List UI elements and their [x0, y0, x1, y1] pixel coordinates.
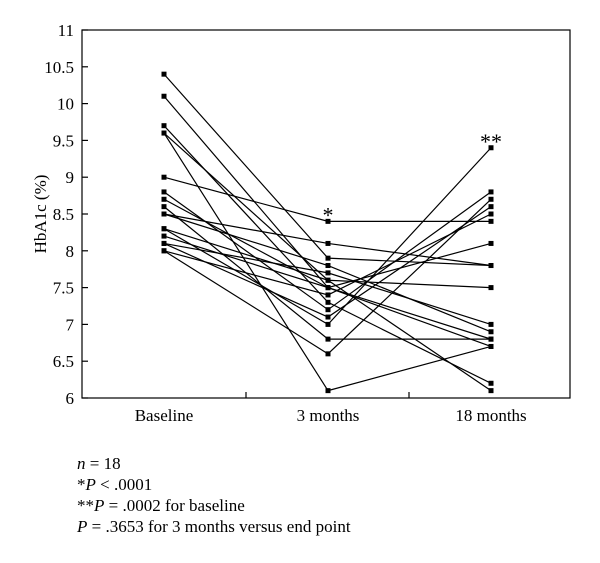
y-tick-label: 6 — [66, 389, 75, 408]
data-point — [325, 277, 331, 283]
series-18 — [161, 211, 494, 298]
series-layer — [161, 71, 494, 394]
x-category-label: 18 months — [455, 406, 526, 425]
data-point — [161, 130, 167, 136]
data-point — [325, 270, 331, 276]
data-point — [161, 93, 167, 99]
data-point — [488, 388, 494, 394]
data-point — [325, 388, 331, 394]
data-point — [325, 240, 331, 246]
series-line — [163, 125, 492, 384]
y-axis-title: HbA1c (%) — [31, 175, 50, 254]
p2-value: = .0002 for baseline — [104, 496, 245, 515]
footnote-p2: **P = .0002 for baseline — [77, 495, 351, 516]
data-point — [161, 211, 167, 217]
n-value: = 18 — [85, 454, 121, 473]
series-3 — [161, 123, 494, 386]
data-point — [325, 321, 331, 327]
annotation-layer: *** — [323, 129, 503, 228]
data-point — [488, 196, 494, 202]
data-point — [488, 321, 494, 327]
data-point — [325, 336, 331, 342]
p3-value: = .3653 for 3 months versus end point — [87, 517, 351, 536]
data-point — [488, 380, 494, 386]
axes: 6 6.5 7 7.5 8 8.5 9 9.5 10 10.5 11 Baseline 3 months… — [31, 21, 571, 425]
y-tick-label: 10 — [57, 95, 74, 114]
data-point — [325, 314, 331, 320]
footnote-p1: *P < .0001 — [77, 474, 351, 495]
data-point — [325, 263, 331, 269]
y-tick-label: 8 — [66, 242, 75, 261]
data-point — [488, 145, 494, 151]
y-tick-label: 7.5 — [53, 279, 74, 298]
data-point — [325, 218, 331, 224]
data-point — [161, 233, 167, 239]
data-point — [325, 292, 331, 298]
series-line — [163, 147, 492, 326]
p1-star: * — [77, 475, 86, 494]
data-point — [325, 299, 331, 305]
data-point — [488, 240, 494, 246]
y-tick-label: 9 — [66, 168, 75, 187]
data-point — [488, 189, 494, 195]
data-point — [161, 248, 167, 254]
data-point — [488, 285, 494, 291]
footnote-p3: P = .3653 for 3 months versus end point — [77, 516, 351, 537]
series-6 — [161, 174, 494, 224]
footnote-n: n = 18 — [77, 453, 351, 474]
series-11 — [161, 211, 494, 335]
data-point — [325, 255, 331, 261]
data-point — [161, 196, 167, 202]
data-point — [161, 240, 167, 246]
data-point — [325, 307, 331, 313]
data-point — [161, 71, 167, 77]
footnotes: n = 18 *P < .0001 **P = .0002 for baseli… — [77, 453, 351, 537]
series-9 — [161, 204, 494, 342]
data-point — [488, 218, 494, 224]
p1-symbol: P — [85, 475, 96, 494]
significance-marker: * — [323, 202, 334, 227]
y-tick-label: 9.5 — [53, 131, 74, 150]
data-point — [325, 285, 331, 291]
hba1c-line-chart: 6 6.5 7 7.5 8 8.5 9 9.5 10 10.5 11 Baseline 3 months… — [31, 21, 571, 425]
y-tick-label: 10.5 — [44, 58, 74, 77]
data-point — [161, 226, 167, 232]
series-line — [163, 73, 492, 267]
data-point — [488, 329, 494, 335]
x-category-label: 3 months — [297, 406, 360, 425]
data-point — [161, 123, 167, 129]
data-point — [488, 343, 494, 349]
p3-symbol: P — [77, 517, 88, 536]
data-point — [161, 174, 167, 180]
data-point — [488, 211, 494, 217]
data-point — [161, 189, 167, 195]
y-tick-label: 8.5 — [53, 205, 74, 224]
p1-value: < .0001 — [95, 475, 153, 494]
series-13 — [161, 145, 494, 327]
data-point — [161, 204, 167, 210]
n-symbol: n — [77, 454, 86, 473]
data-point — [325, 351, 331, 357]
data-point — [488, 336, 494, 342]
significance-marker: ** — [480, 129, 502, 154]
data-point — [488, 204, 494, 210]
data-point — [488, 263, 494, 269]
y-tick-label: 6.5 — [53, 352, 74, 371]
series-16 — [161, 240, 494, 327]
p2-star: ** — [77, 496, 94, 515]
y-tick-label: 7 — [66, 315, 75, 334]
y-tick-label: 11 — [58, 21, 74, 40]
x-category-label: Baseline — [135, 406, 194, 425]
p2-symbol: P — [94, 496, 105, 515]
